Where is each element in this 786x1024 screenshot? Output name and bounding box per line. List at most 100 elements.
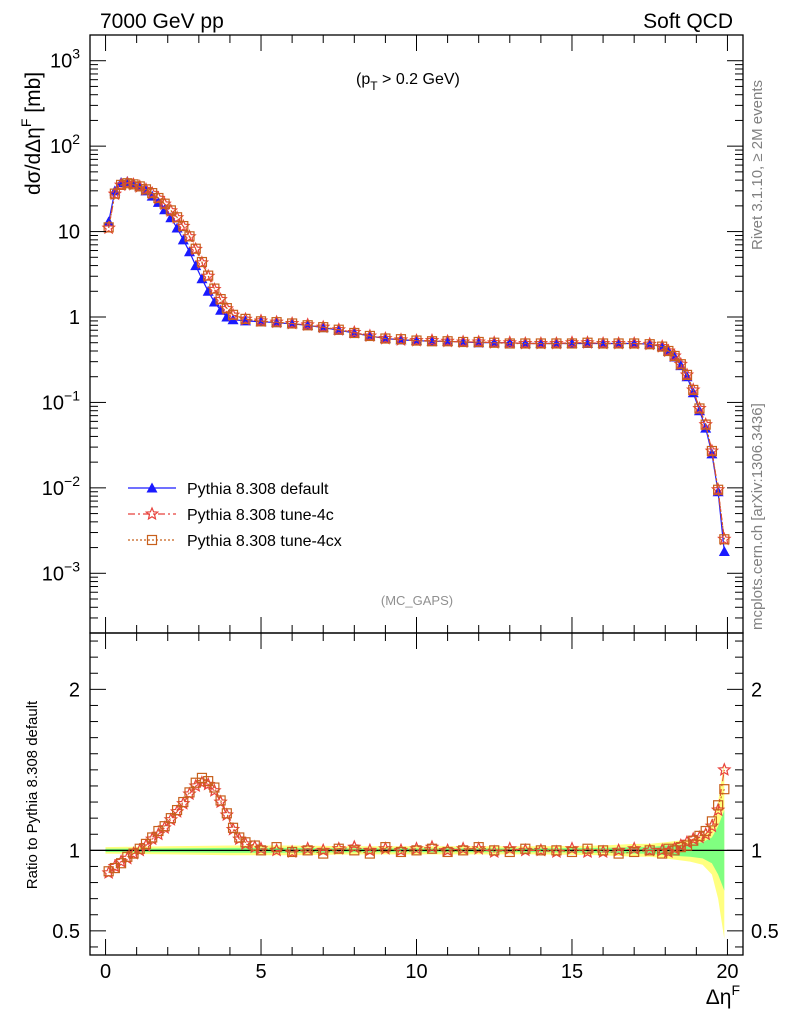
y-tick-label: 102 [50,131,80,158]
main-y-axis-label: dσ/dΔηF [mb] [18,72,45,195]
ratio-marker-tune4cx [669,845,680,856]
marker-tune4cx [128,179,139,190]
marker-tune4cx [442,336,453,347]
ratio-marker-tune4cx [159,821,170,832]
x-tick-label: 15 [561,961,583,983]
y-tick-exponent: −2 [64,473,80,489]
marker-tune4cx [681,369,693,381]
ratio-marker-tune4cx [566,846,578,858]
marker-tune4cx [165,205,176,216]
ratio-marker-tune4c [316,842,331,857]
ratio-marker-tune4cx [302,845,313,856]
marker-tune4cx [364,330,375,342]
marker-default [109,185,121,196]
ratio-marker-tune4cx [122,851,133,862]
marker-tune4cx [700,419,711,430]
ratio-marker-tune4cx [613,848,624,859]
analysis-label: (MC_GAPS) [381,593,453,608]
ratio-marker-tune4cx [178,796,189,808]
marker-tune4cx [215,294,226,305]
ratio-marker-tune4cx [551,845,562,856]
ratio-marker-tune4cx [215,795,226,806]
marker-tune4cx [153,192,164,204]
marker-tune4cx [240,313,251,325]
ratio-marker-tune4cx [318,848,329,859]
ratio-marker-tune4cx [271,842,282,853]
ratio-marker-tune4cx [115,858,127,869]
ratio-marker-tune4cx [713,800,724,811]
main-series-layer [101,175,732,556]
cut-prefix: (p [356,71,370,88]
marker-tune4cx [203,270,214,281]
x-tick-label: 20 [716,961,738,983]
x-label-text: Δη [706,986,732,1009]
marker-tune4cx [159,198,170,209]
y-tick-label: 10−1 [42,387,80,414]
y-tick-base: 10 [50,136,72,158]
marker-tune4cx [629,338,640,349]
y-tick-exponent: −3 [64,558,80,574]
marker-tune4cx [489,337,500,348]
ratio-marker-tune4cx [520,843,531,854]
marker-tune4cx [134,181,145,192]
marker-tune4cx [349,327,360,339]
y-tick-base: 1 [69,307,80,329]
x-axis-label: ΔηF [706,982,740,1009]
marker-tune4cx [122,178,133,189]
marker-tune4cx [566,338,578,349]
ratio-marker-tune4c [502,841,517,855]
y-tick-label: 103 [50,46,80,73]
marker-tune4cx [271,317,282,328]
marker-tune4cx [395,334,407,345]
ratio-marker-tune4cx [287,846,298,858]
ratio-marker-tune4c [362,842,378,857]
ratio-y-axis-label: Ratio to Pythia 8.308 default [24,700,41,889]
ratio-marker-tune4c [627,841,642,855]
ratio-marker-tune4cx [706,816,718,827]
marker-tune4cx [255,316,267,327]
marker-tune4cx [221,303,232,314]
ratio-marker-tune4cx [597,845,609,856]
ratio-marker-tune4cx [171,804,183,816]
y-tick-base: 10 [42,563,64,585]
header-right: Soft QCD [643,10,733,33]
legend-label-default: Pythia 8.308 default [187,481,329,498]
y-tick-exponent: 3 [72,46,80,62]
marker-tune4cx [520,338,531,349]
ratio-y-axis: 0.5 0.5 1 1 2 2 [52,640,779,948]
marker-tune4cx [669,350,680,362]
y-tick-base: 10 [50,51,72,73]
ratio-marker-tune4cx [663,843,674,854]
marker-tune4cx [713,484,724,495]
legend-marker-tune4cx [146,534,158,546]
y-tick-base: 10 [58,222,80,244]
marker-tune4cx [688,384,699,396]
ratio-marker-tune4cx [489,845,500,856]
y-tick-label: 1 [69,307,80,329]
ratio-marker-tune4cx [504,846,515,858]
ratio-marker-tune4cx [582,843,593,854]
marker-tune4cx [504,338,515,349]
x-tick-label: 0 [100,961,111,983]
cut-subscript: T [370,79,378,93]
marker-tune4cx [302,320,313,331]
marker-tune4cx [184,231,195,242]
ratio-marker-tune4c [347,839,362,854]
ratio-marker-tune4cx [147,832,158,843]
main-x-axis-ticks [105,35,728,633]
marker-tune4cx [318,322,329,333]
legend-label-tune4cx: Pythia 8.308 tune-4cx [187,533,342,550]
cut-suffix: > 0.2 GeV) [378,71,460,88]
x-tick-label: 10 [405,961,427,983]
cut-annotation: (pT > 0.2 GeV) [356,71,460,93]
marker-tune4cx [644,339,655,350]
main-y-label-sup: F [18,119,34,128]
x-label-sup: F [731,982,740,998]
legend: Pythia 8.308 default Pythia 8.308 tune-4c… [128,481,342,550]
marker-tune4cx [426,336,438,347]
ratio-marker-tune4cx [140,838,152,850]
ratio-marker-tune4cx [411,845,422,856]
marker-tune4cx [109,188,120,199]
ratio-y-tick-label: 2 [69,679,80,701]
